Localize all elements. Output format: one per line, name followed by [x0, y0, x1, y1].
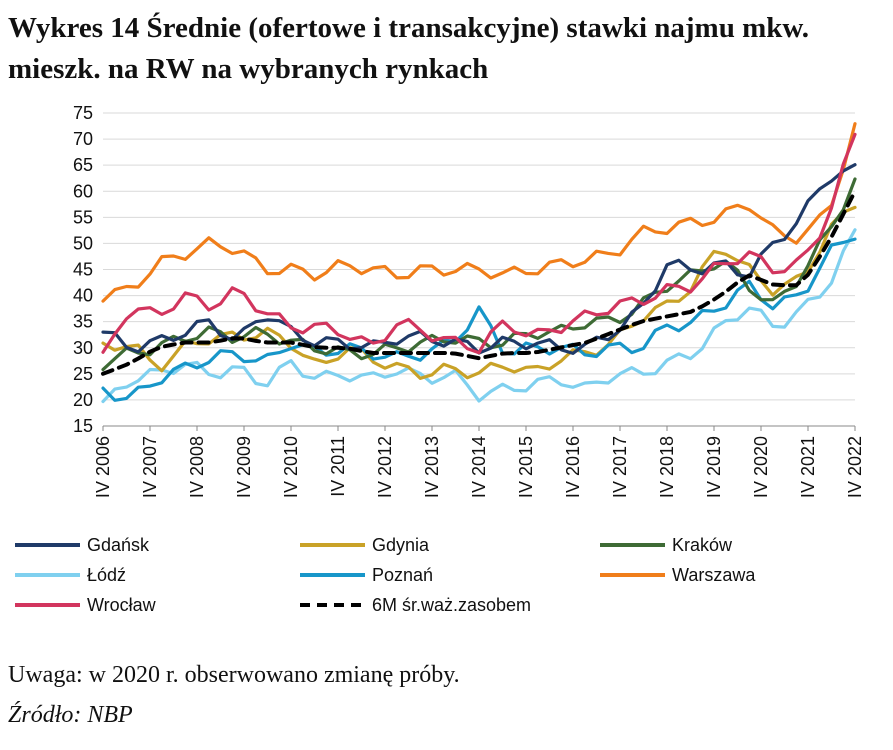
- x-tick-label: IV 2008: [187, 436, 207, 498]
- series-line-warszawa: [101, 122, 857, 303]
- x-tick-label: IV 2006: [93, 436, 113, 498]
- plot-area: [101, 122, 857, 404]
- x-tick-label: IV 2018: [657, 436, 677, 498]
- series-line-poznań: [101, 237, 857, 402]
- y-tick-label: 55: [73, 207, 93, 227]
- x-tick-label: IV 2009: [234, 436, 254, 498]
- x-tick-label: IV 2013: [422, 436, 442, 498]
- y-tick-label: 75: [73, 103, 93, 123]
- legend-label: Poznań: [372, 565, 433, 585]
- x-axis-ticks: IV 2006 IV 2007 IV 2008 IV 2009 IV 2010 IV 20…: [93, 426, 865, 498]
- y-tick-label: 65: [73, 155, 93, 175]
- legend-label: Kraków: [672, 535, 733, 555]
- y-axis-ticks: 15 20 25 30 35 40 45 50 55 60 65 70 75: [73, 103, 93, 436]
- x-tick-label: IV 2016: [563, 436, 583, 498]
- legend-label: Warszawa: [672, 565, 756, 585]
- y-tick-label: 45: [73, 260, 93, 280]
- x-tick-label: IV 2010: [281, 436, 301, 498]
- x-tick-label: IV 2011: [328, 436, 348, 497]
- y-tick-label: 30: [73, 338, 93, 358]
- y-tick-label: 35: [73, 312, 93, 332]
- y-tick-label: 40: [73, 286, 93, 306]
- x-tick-label: IV 2019: [704, 436, 724, 498]
- x-tick-label: IV 2007: [140, 436, 160, 498]
- legend: Gdańsk Gdynia Kraków Łódź Poznań Warszawa Wroc…: [15, 535, 756, 615]
- chart-title: Wykres 14 Średnie (ofertowe i transakcyj…: [8, 12, 809, 85]
- legend-label: Gdańsk: [87, 535, 150, 555]
- chart-source: Źródło: NBP: [8, 702, 133, 728]
- x-tick-label: IV 2012: [375, 436, 395, 498]
- x-tick-label: IV 2014: [469, 436, 489, 498]
- series-line-wrocław: [101, 132, 857, 355]
- series-line-gdynia: [101, 205, 857, 380]
- y-tick-label: 50: [73, 233, 93, 253]
- y-tick-label: 15: [73, 416, 93, 436]
- series-line-6m-śr-waż-zasobem: [101, 189, 857, 376]
- chart-note: Uwaga: w 2020 r. obserwowano zmianę prób…: [8, 662, 460, 688]
- x-tick-label: IV 2021: [798, 436, 818, 498]
- legend-label: Łódź: [87, 565, 126, 585]
- y-tick-label: 60: [73, 181, 93, 201]
- y-tick-label: 25: [73, 364, 93, 384]
- legend-label: 6M śr.waż.zasobem: [372, 595, 531, 615]
- x-tick-label: IV 2022: [845, 436, 865, 498]
- series-line-łódź: [101, 228, 857, 404]
- x-tick-label: IV 2017: [610, 436, 630, 498]
- x-tick-label: IV 2015: [516, 436, 536, 498]
- y-tick-label: 20: [73, 390, 93, 410]
- x-tick-label: IV 2020: [751, 436, 771, 498]
- legend-label: Wrocław: [87, 595, 157, 615]
- legend-label: Gdynia: [372, 535, 430, 555]
- y-tick-label: 70: [73, 129, 93, 149]
